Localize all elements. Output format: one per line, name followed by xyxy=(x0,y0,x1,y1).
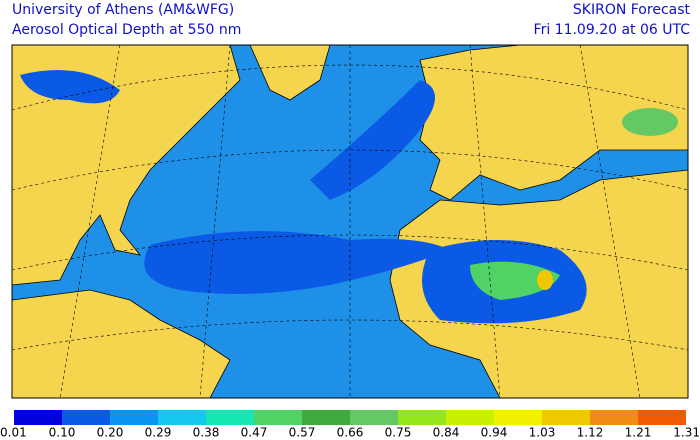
dust-peak xyxy=(537,270,553,290)
graticule xyxy=(12,45,688,398)
colorbar-box xyxy=(398,410,446,425)
aerosol-patch xyxy=(20,70,120,104)
colorbar-box xyxy=(350,410,398,425)
header-title: University of Athens (AM&WFG) xyxy=(12,2,234,18)
dust-plume xyxy=(144,231,450,294)
colorbar-box xyxy=(542,410,590,425)
colorbar-label: 0.29 xyxy=(145,426,172,440)
land-europe xyxy=(419,45,688,201)
colorbar-label: 1.03 xyxy=(529,426,556,440)
colorbar-box xyxy=(206,410,254,425)
colorbar-label: 0.10 xyxy=(49,426,76,440)
colorbar-box xyxy=(62,410,110,425)
colorbar-label: 0.01 xyxy=(0,426,27,440)
map-frame xyxy=(11,44,689,399)
land-north-america xyxy=(12,45,241,286)
header-subtitle: Aerosol Optical Depth at 550 nm xyxy=(12,22,241,38)
header-model: SKIRON Forecast xyxy=(573,2,691,18)
land-greenland xyxy=(249,45,331,101)
colorbar-label: 0.75 xyxy=(385,426,412,440)
colorbar: 0.01 0.10 0.20 0.29 0.38 0.47 0.57 0.66 0.75 0.84… xyxy=(0,410,700,440)
colorbar-box xyxy=(158,410,206,425)
colorbar-box xyxy=(110,410,158,425)
colorbar-box xyxy=(14,410,62,425)
colorbar-label: 1.21 xyxy=(625,426,652,440)
colorbar-box xyxy=(302,410,350,425)
colorbar-label: 0.47 xyxy=(241,426,268,440)
colorbar-label: 1.31 xyxy=(673,426,700,440)
colorbar-box xyxy=(590,410,638,425)
colorbar-box xyxy=(638,410,686,425)
colorbar-label: 0.20 xyxy=(97,426,124,440)
colorbar-box xyxy=(254,410,302,425)
aerosol-east xyxy=(622,108,678,136)
aerosol-band xyxy=(310,80,435,200)
land-south-america xyxy=(12,289,231,398)
map xyxy=(11,44,689,399)
colorbar-label: 0.94 xyxy=(481,426,508,440)
colorbar-box xyxy=(446,410,494,425)
header-time: Fri 11.09.20 at 06 UTC xyxy=(534,22,691,38)
colorbar-label: 0.66 xyxy=(337,426,364,440)
colorbar-label: 0.38 xyxy=(193,426,220,440)
colorbar-label: 1.12 xyxy=(577,426,604,440)
colorbar-box xyxy=(494,410,542,425)
colorbar-label: 0.57 xyxy=(289,426,316,440)
dust-core xyxy=(470,261,560,300)
colorbar-label: 0.84 xyxy=(433,426,460,440)
